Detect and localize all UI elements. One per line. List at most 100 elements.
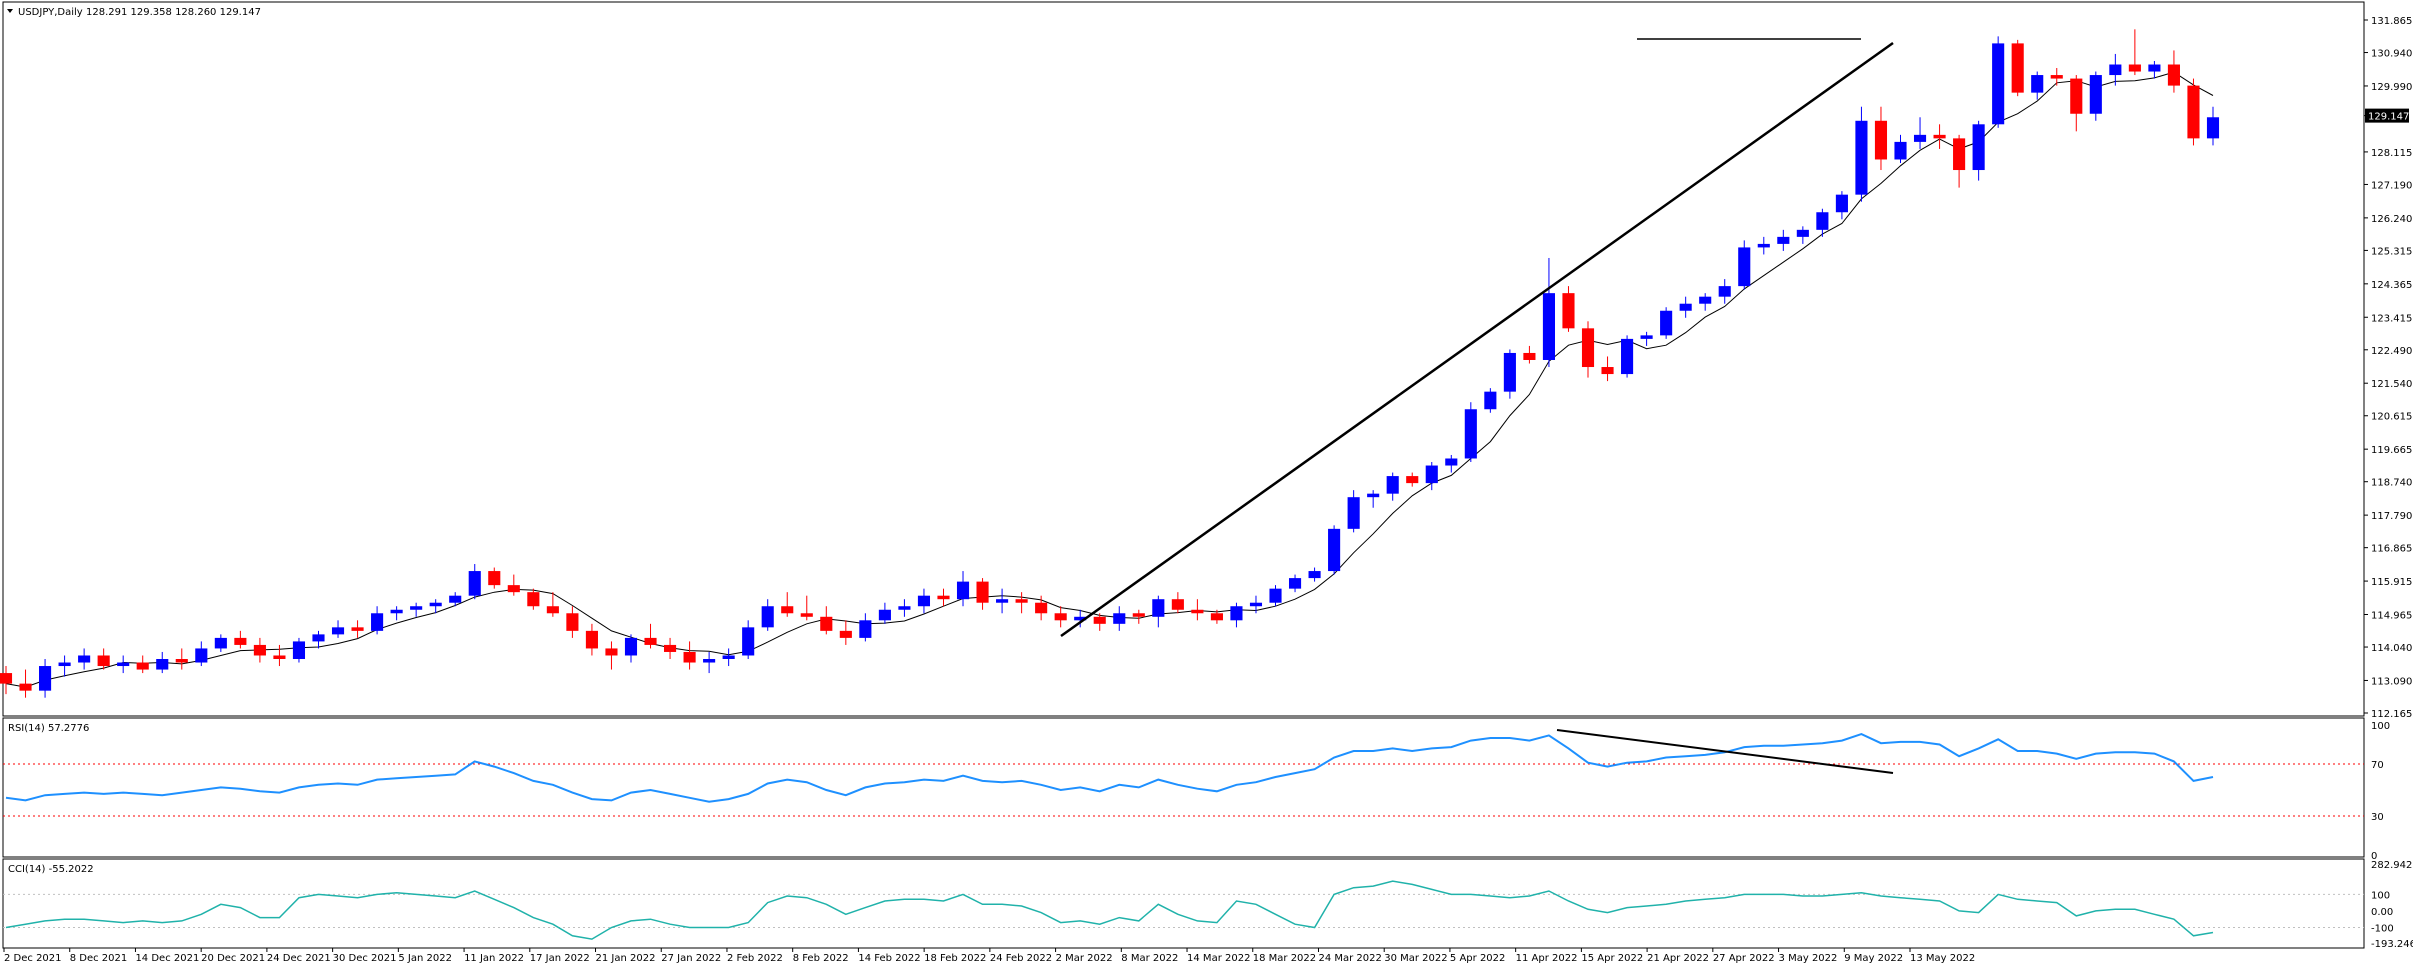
candle-body [136, 662, 149, 670]
candle-body [78, 655, 91, 663]
price-tick-label: 121.540 [2371, 379, 2412, 390]
date-tick-label: 2 Feb 2022 [727, 953, 783, 964]
cci-pane-frame [2, 858, 2365, 949]
date-tick-label: 27 Jan 2022 [661, 953, 721, 964]
date-tick-label: 8 Mar 2022 [1121, 953, 1178, 964]
rsi-pane-frame [2, 717, 2365, 858]
candle-body [2011, 43, 2024, 93]
candle-body [1972, 124, 1985, 171]
candle-body [234, 637, 247, 645]
candle-body [1249, 602, 1263, 607]
candle-body [1308, 571, 1321, 579]
candle-body [2206, 117, 2220, 139]
date-tick-label: 30 Dec 2021 [333, 953, 397, 964]
date-tick-label: 24 Feb 2022 [990, 953, 1052, 964]
candle-body [781, 606, 794, 614]
date-tick-label: 11 Apr 2022 [1516, 953, 1578, 964]
candle-body [1660, 310, 1673, 336]
date-tick-label: 24 Dec 2021 [267, 953, 331, 964]
cci-tick-label: 0.00 [2371, 907, 2393, 918]
price-tick-label: 131.865 [2371, 16, 2412, 27]
candle-body [2070, 78, 2083, 114]
candle-body [214, 637, 227, 649]
candle-body [761, 606, 774, 628]
candle-body [390, 609, 403, 614]
candle-body [2128, 64, 2141, 72]
candle-body [488, 571, 501, 586]
price-tick-label: 114.965 [2371, 611, 2412, 622]
date-tick-label: 8 Dec 2021 [70, 953, 128, 964]
candle-body [1093, 616, 1106, 624]
candle-body [1113, 613, 1126, 624]
candle-body [1581, 328, 1595, 368]
candle-body [1074, 616, 1087, 621]
candle-body [2187, 85, 2200, 139]
candle-body [878, 609, 891, 621]
date-tick-label: 14 Feb 2022 [858, 953, 920, 964]
price-tick-label: 116.865 [2371, 544, 2412, 555]
candle-body [956, 581, 970, 600]
candle-body [156, 659, 169, 670]
date-tick-label: 30 Mar 2022 [1384, 953, 1447, 964]
candle-body [19, 683, 32, 691]
cci-pane: 282.9427 100 0.00 -100 -193.2468 CCI(14) -55.… [2, 858, 2413, 950]
candle-body [1738, 247, 1751, 287]
candle-body [917, 595, 931, 607]
candle-body [97, 655, 110, 667]
candle-body [1269, 588, 1282, 603]
candle-body [1777, 236, 1790, 244]
candle-body [429, 602, 442, 607]
date-tick-label: 15 Apr 2022 [1581, 953, 1643, 964]
candle-body [1347, 497, 1360, 529]
candle-body [1699, 296, 1712, 304]
candle-body [1503, 352, 1516, 392]
date-tick-label: 3 May 2022 [1779, 953, 1838, 964]
candle-body [39, 666, 52, 691]
date-tick-label: 2 Mar 2022 [1056, 953, 1113, 964]
candle-body [331, 627, 345, 635]
candle-body [1367, 493, 1380, 498]
price-tick-label: 113.090 [2371, 676, 2412, 687]
candle-body [1386, 476, 1399, 494]
candle-body [1621, 338, 1634, 375]
rsi-line [5, 733, 2214, 803]
candle-body [1328, 528, 1341, 572]
candle-body [976, 581, 989, 603]
candle-body [1894, 141, 1907, 160]
cci-label: CCI(14) -55.2022 [8, 864, 94, 875]
cci-tick-label: -100 [2371, 924, 2394, 935]
rsi-tick-label: 0 [2371, 851, 2377, 862]
price-tick-label: 114.040 [2371, 643, 2412, 654]
date-axis: 2 Dec 2021 8 Dec 2021 14 Dec 2021 20 Dec 20… [3, 948, 1975, 964]
candle-body [175, 659, 188, 663]
candle-body [1015, 599, 1028, 603]
date-tick-label: 24 Mar 2022 [1318, 953, 1381, 964]
date-tick-label: 5 Apr 2022 [1450, 953, 1505, 964]
candle-body [1230, 606, 1243, 621]
candle-body [1288, 578, 1302, 589]
price-pane-frame [2, 1, 2365, 717]
candle-body [1992, 43, 2005, 125]
price-tick-label: 129.990 [2371, 82, 2412, 93]
cci-line [5, 880, 2214, 940]
cci-tick-label: -193.2468 [2371, 939, 2413, 950]
candle-body [898, 606, 911, 610]
candle-body [1718, 286, 1731, 297]
candle-body [937, 595, 950, 600]
date-tick-label: 13 May 2022 [1910, 953, 1975, 964]
candle-body [1913, 134, 1927, 142]
candle-body [1425, 465, 1438, 484]
candle-body [292, 641, 306, 660]
candle-body [1132, 613, 1145, 617]
candle-body [1445, 458, 1458, 466]
candle-body [644, 637, 657, 645]
date-tick-label: 11 Jan 2022 [464, 953, 524, 964]
candle-body [1601, 367, 1614, 375]
candle-body [1406, 476, 1419, 484]
date-tick-label: 20 Dec 2021 [201, 953, 265, 964]
date-tick-label: 18 Feb 2022 [924, 953, 986, 964]
candle-body [1210, 613, 1223, 621]
rsi-tick-label: 100 [2371, 721, 2390, 732]
candle-body [1035, 602, 1048, 614]
